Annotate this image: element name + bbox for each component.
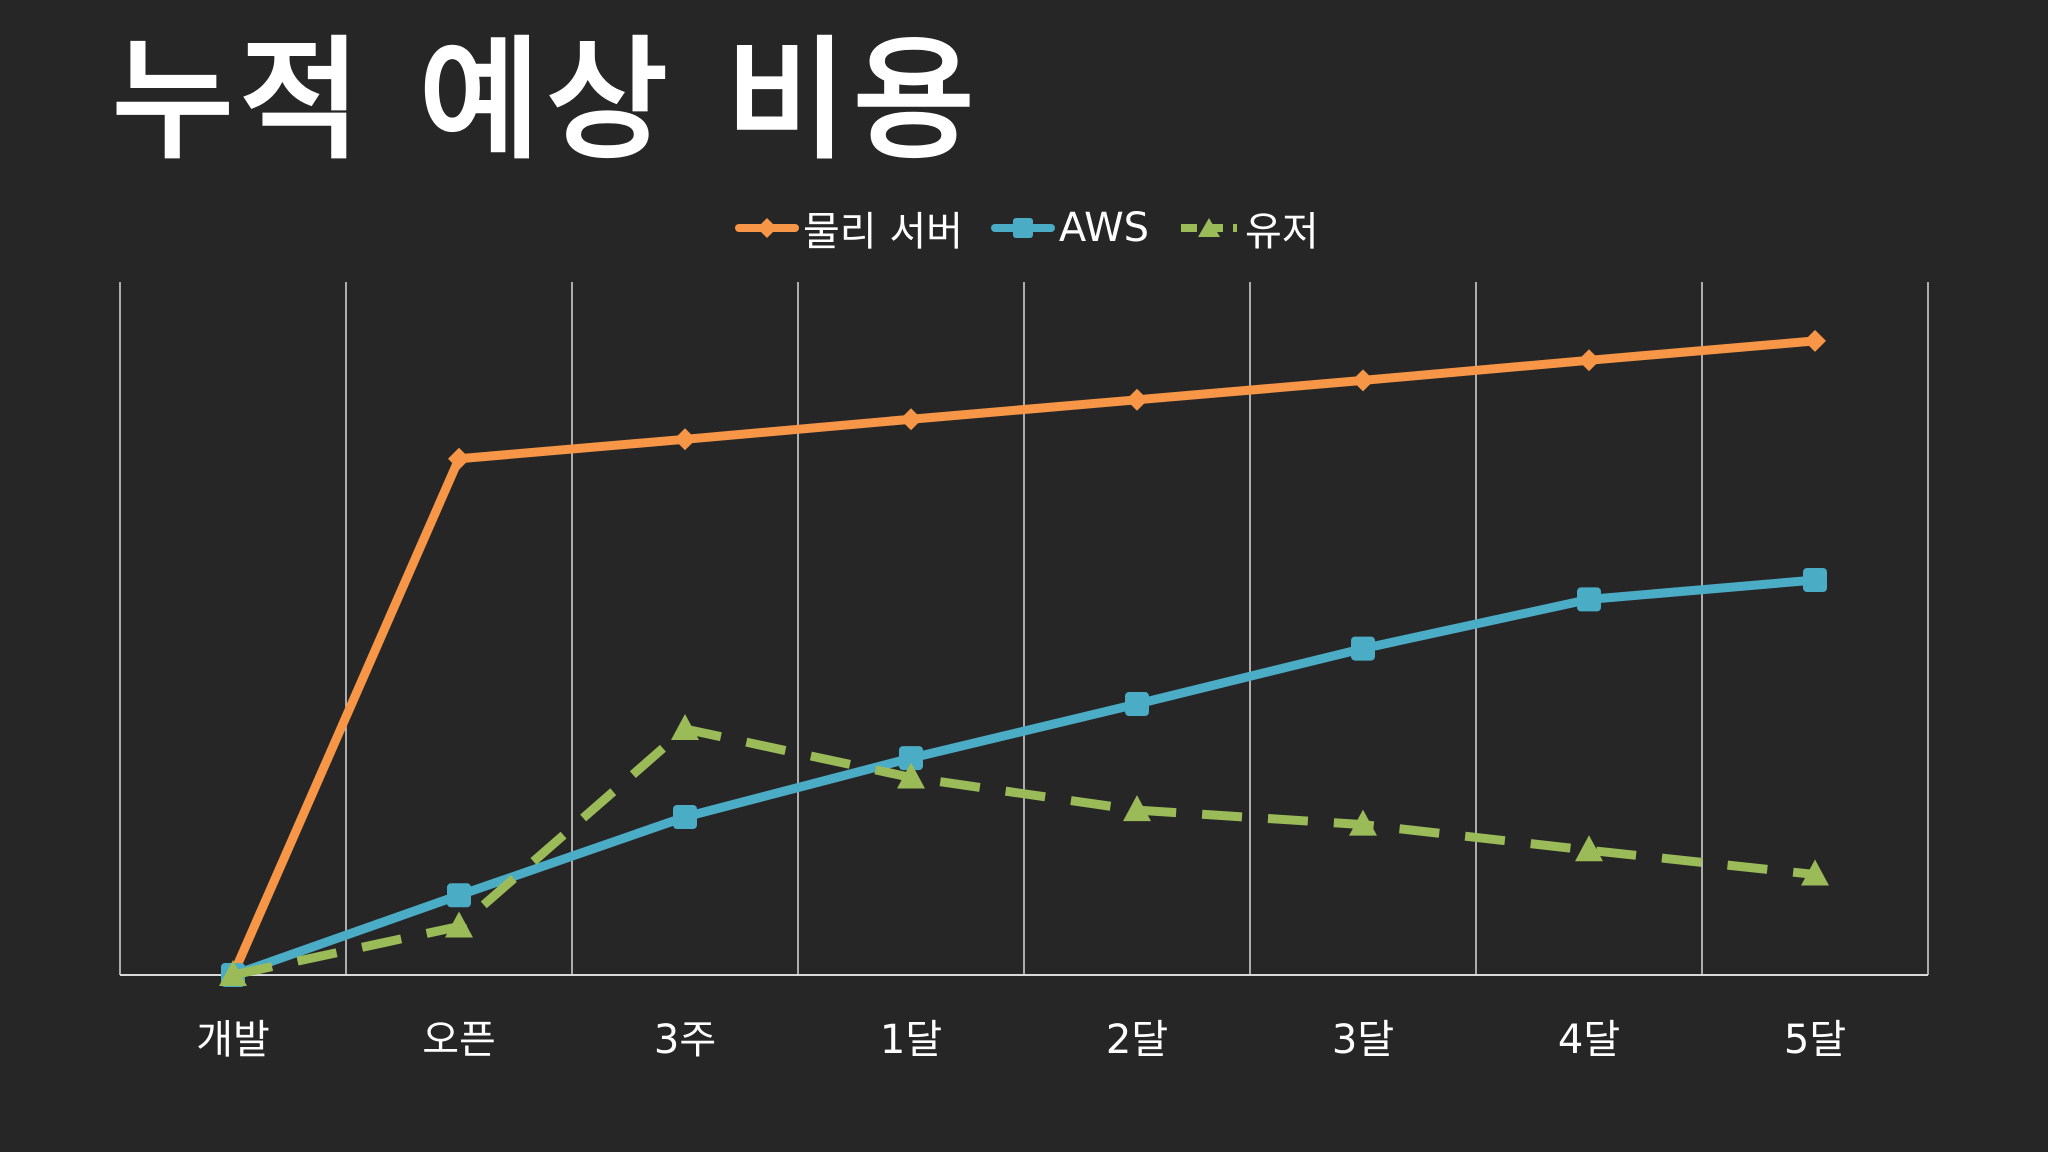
data-point-marker <box>1804 329 1826 352</box>
data-point-marker <box>899 746 923 771</box>
data-point-marker <box>447 883 471 908</box>
data-point-marker <box>673 804 697 829</box>
legend-item-physical-server: 물리 서버 <box>735 199 963 257</box>
series-line <box>228 336 1820 980</box>
page-title: 누적 예상 비용 <box>112 24 981 178</box>
legend-label-physical-server: 물리 서버 <box>803 209 963 255</box>
data-point-marker <box>900 408 922 431</box>
data-point-marker <box>1577 587 1601 612</box>
series-lines <box>219 329 1829 987</box>
x-tick-label: 1달 <box>880 1017 942 1063</box>
x-tick-label: 3주 <box>654 1017 716 1063</box>
data-point-marker <box>445 911 473 938</box>
gridlines <box>119 282 1929 975</box>
x-tick-label: 4달 <box>1558 1017 1620 1063</box>
series-2 <box>219 713 1829 986</box>
legend-label-user: 유저 <box>1245 209 1319 255</box>
data-point-marker <box>1803 567 1827 592</box>
data-point-marker <box>1352 369 1374 392</box>
series-line <box>228 575 1820 980</box>
data-point-marker <box>1123 795 1151 822</box>
chart-legend: 물리 서버 AWS 유저 <box>735 200 1319 256</box>
data-point-marker <box>1126 388 1148 411</box>
data-point-marker <box>674 428 696 451</box>
series-line <box>232 724 1816 980</box>
legend-item-user: 유저 <box>1177 199 1319 257</box>
data-point-marker <box>1351 636 1375 661</box>
data-point-marker <box>219 960 247 986</box>
data-point-marker <box>1801 859 1829 886</box>
legend-label-aws: AWS <box>1058 205 1150 251</box>
data-point-marker <box>1578 349 1600 372</box>
x-tick-label: 2달 <box>1106 1017 1168 1063</box>
legend-item-aws: AWS <box>990 205 1150 251</box>
data-point-marker <box>448 447 470 470</box>
data-point-marker <box>1125 692 1149 717</box>
legend-swatch-user <box>1181 218 1238 237</box>
x-tick-labels: 개발 오픈 3주 1달 2달 3달 4달 5달 <box>196 1017 1846 1063</box>
data-point-marker <box>897 762 925 789</box>
data-point-marker <box>1349 809 1377 836</box>
legend-swatch-aws <box>990 218 1055 238</box>
x-tick-label: 개발 <box>196 1017 270 1063</box>
data-point-marker <box>1575 835 1603 862</box>
data-point-marker <box>671 713 699 740</box>
legend-swatch-physical-server <box>735 218 799 238</box>
x-tick-label: 5달 <box>1784 1017 1846 1063</box>
x-tick-label: 오픈 <box>422 1017 496 1063</box>
x-tick-label: 3달 <box>1332 1017 1394 1063</box>
